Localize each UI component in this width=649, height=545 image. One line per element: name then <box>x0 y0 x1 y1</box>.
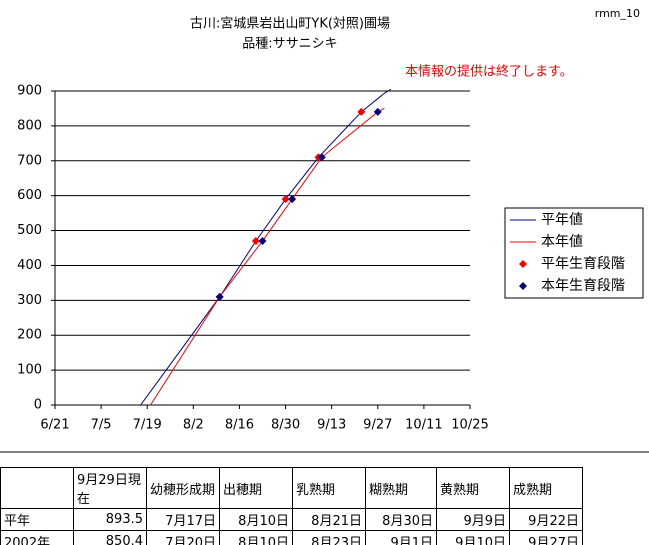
marker <box>215 292 224 301</box>
table-cell: 8月30日 <box>365 508 437 531</box>
table-cell: 850.4 <box>73 530 147 545</box>
table-cell: 成熟期 <box>509 467 583 509</box>
y-tick-label: 500 <box>17 223 42 238</box>
line <box>140 88 392 406</box>
x-tick-label: 6/21 <box>40 418 69 433</box>
legend-label: 平年値 <box>541 212 583 228</box>
table-cell: 7月20日 <box>146 530 220 545</box>
table-cell: 9月27日 <box>509 530 583 545</box>
y-tick-label: 300 <box>17 293 42 308</box>
x-tick-label: 10/25 <box>451 418 488 433</box>
x-tick-label: 9/27 <box>363 418 392 433</box>
table-cell: 幼穂形成期 <box>146 467 220 509</box>
x-tick-label: 7/5 <box>91 418 112 433</box>
marker <box>357 107 366 116</box>
table-cell: 8月10日 <box>219 530 293 545</box>
table-cell: 9月9日 <box>436 508 510 531</box>
table-cell: 9月1日 <box>365 530 437 545</box>
marker <box>317 153 326 162</box>
table-cell: 糊熟期 <box>365 467 437 509</box>
legend-label: 平年生育段階 <box>541 256 625 272</box>
chart-title: 古川:宮城県岩出山町YK(対照)圃場 <box>190 16 390 32</box>
table-row: 平年 893.5 7月17日 8月10日 8月21日 8月30日 9月9日 9月22日 <box>0 508 583 531</box>
chart: 古川:宮城県岩出山町YK(対照)圃場 品種:ササニシキ rmm_10 本情報の提… <box>0 7 649 453</box>
x-tick-label: 8/30 <box>271 418 300 433</box>
y-tick-label: 800 <box>17 118 42 133</box>
y-tick-label: 100 <box>17 363 42 378</box>
x-tick-label: 10/11 <box>405 418 442 433</box>
table-row: 2002年 850.4 7月20日 8月10日 8月23日 9月1日 9月10日 9月27日 <box>0 530 583 545</box>
y-tick-label: 900 <box>17 84 42 99</box>
line <box>150 107 385 406</box>
table-cell: 8月10日 <box>219 508 293 531</box>
table-cell: 乳熟期 <box>292 467 366 509</box>
table-body: 9月29日現在 幼穂形成期 出穂期 乳熟期 糊熟期 黄熟期 成熟期 平年 893.5 7月17日 8… <box>0 467 583 545</box>
table-cell <box>0 467 74 509</box>
notice: 本情報の提供は終了します。 <box>405 64 573 80</box>
table-cell: 9月10日 <box>436 530 510 545</box>
legend-marker <box>519 260 527 268</box>
table-cell: 黄熟期 <box>436 467 510 509</box>
table-cell: 8月21日 <box>292 508 366 531</box>
x-tick-label: 9/13 <box>317 418 346 433</box>
x-tick-label: 7/19 <box>133 418 162 433</box>
table-cell: 出穂期 <box>219 467 293 509</box>
table: 9月29日現在 幼穂形成期 出穂期 乳熟期 糊熟期 黄熟期 成熟期 平年 893.5 7月17日 8… <box>0 467 583 545</box>
legend-box <box>504 207 644 299</box>
table-cell: 8月23日 <box>292 530 366 545</box>
y-tick-label: 700 <box>17 153 42 168</box>
marker <box>288 195 297 204</box>
table-cell: 9月29日現在 <box>73 467 147 509</box>
table-cell: 7月17日 <box>146 508 220 531</box>
page-code: rmm_10 <box>595 7 640 20</box>
table-cell: 平年 <box>0 508 74 531</box>
x-tick-label: 8/16 <box>225 418 254 433</box>
marker <box>373 107 382 116</box>
marker <box>281 195 290 204</box>
table-row: 9月29日現在 幼穂形成期 出穂期 乳熟期 糊熟期 黄熟期 成熟期 <box>0 467 583 509</box>
y-tick-label: 600 <box>17 188 42 203</box>
y-tick-label: 400 <box>17 258 42 273</box>
table-cell: 2002年 <box>0 530 74 545</box>
legend-marker <box>519 282 527 290</box>
table-cell: 893.5 <box>73 508 147 531</box>
x-tick-label: 8/2 <box>183 418 204 433</box>
y-tick-label: 200 <box>17 328 42 343</box>
legend-label: 本年生育段階 <box>541 278 625 294</box>
table-cell: 9月22日 <box>509 508 583 531</box>
legend-label: 本年値 <box>541 234 583 250</box>
chart-subtitle: 品種:ササニシキ <box>242 36 337 52</box>
marker <box>258 237 267 246</box>
y-tick-label: 0 <box>34 398 42 413</box>
marker <box>251 237 260 246</box>
